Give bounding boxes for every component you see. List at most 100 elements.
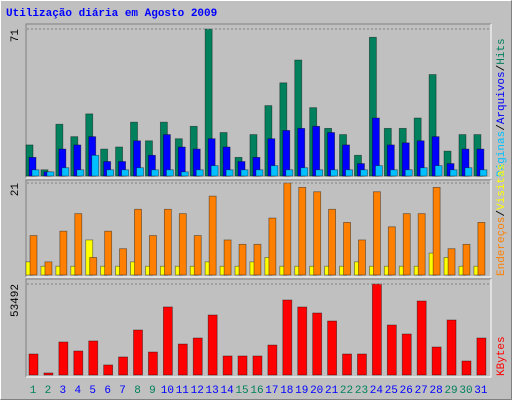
- bar: [31, 169, 40, 177]
- legend-text: Páginas/Arquivos/Hits: [496, 38, 508, 177]
- x-tick-label: 30: [459, 385, 472, 397]
- x-tick-label: 28: [430, 385, 443, 397]
- bar: [343, 222, 351, 276]
- bar: [387, 226, 396, 276]
- x-tick-label: 9: [149, 385, 156, 397]
- bar: [210, 165, 219, 177]
- bar: [119, 248, 127, 276]
- bar: [300, 167, 309, 177]
- x-tick-label: 6: [104, 385, 111, 397]
- bar: [118, 356, 128, 376]
- bar: [330, 169, 339, 177]
- bar: [253, 243, 262, 276]
- bar: [386, 324, 397, 376]
- bar: [371, 283, 382, 376]
- bar: [58, 341, 69, 376]
- x-tick-label: 21: [325, 385, 339, 397]
- bar: [149, 235, 157, 276]
- bar: [434, 165, 443, 177]
- legend-entry: KBytes: [496, 336, 508, 376]
- y-tick-label: 53492: [10, 284, 22, 317]
- x-tick-label: 26: [400, 385, 413, 397]
- bar: [312, 312, 323, 376]
- bar: [225, 169, 234, 177]
- x-tick-label: 29: [444, 385, 457, 397]
- bar: [479, 169, 488, 177]
- legend: Endereços/Visitas: [496, 164, 508, 276]
- x-tick-label: 11: [176, 385, 190, 397]
- bar: [449, 169, 458, 177]
- bar: [389, 169, 398, 177]
- plot-edge-dark: [25, 179, 491, 277]
- x-tick-label: 8: [134, 385, 141, 397]
- bar: [345, 169, 353, 177]
- bar: [121, 169, 129, 177]
- bar: [476, 337, 487, 376]
- x-tick-label: 18: [280, 385, 293, 397]
- bar: [88, 340, 99, 376]
- x-tick-label: 10: [161, 385, 174, 397]
- legend-entry: Endereços: [496, 217, 508, 276]
- bar: [195, 169, 204, 177]
- bar: [270, 165, 279, 177]
- x-tick-label: 23: [355, 385, 368, 397]
- plot-edge-light: [26, 24, 492, 179]
- x-tick-label: 19: [295, 385, 308, 397]
- bar: [106, 169, 115, 177]
- x-tick-label: 3: [60, 385, 67, 397]
- bar: [252, 355, 263, 376]
- legend-text: Endereços/Visitas: [496, 164, 508, 276]
- y-tick-label: 21: [10, 183, 22, 197]
- bar: [207, 314, 218, 376]
- legend-entry: Arquivos: [496, 71, 508, 124]
- bar: [432, 186, 441, 276]
- bar: [267, 344, 278, 376]
- bar: [315, 169, 324, 177]
- bar: [222, 355, 233, 376]
- x-tick-label: 20: [310, 385, 323, 397]
- bar: [313, 191, 322, 276]
- bar: [255, 169, 264, 177]
- bar: [180, 171, 189, 177]
- x-tick-label: 25: [385, 385, 398, 397]
- bar: [133, 329, 143, 376]
- x-tick-label: 24: [370, 385, 384, 397]
- bar: [357, 353, 367, 376]
- bar: [238, 243, 247, 276]
- x-tick-label: 16: [250, 385, 263, 397]
- plot-edge-dark: [25, 23, 491, 178]
- bar: [46, 171, 55, 177]
- bar: [282, 130, 291, 177]
- bar: [431, 346, 442, 376]
- legend-entry: Visitas: [496, 164, 508, 210]
- bar: [417, 213, 426, 276]
- x-tick-label: 7: [119, 385, 126, 397]
- bar: [134, 208, 142, 276]
- bar: [208, 195, 217, 276]
- x-tick-label: 5: [89, 385, 96, 397]
- legend-text: KBytes: [496, 336, 508, 376]
- bar: [59, 230, 68, 276]
- x-tick-label: 31: [474, 385, 488, 397]
- plot-edge-light: [26, 279, 492, 378]
- bar: [193, 235, 202, 276]
- bar: [91, 154, 100, 177]
- bar: [28, 353, 39, 376]
- bar: [76, 169, 85, 177]
- bar: [29, 235, 38, 276]
- bar: [223, 239, 232, 276]
- bar: [342, 353, 352, 376]
- x-tick-label: 4: [74, 385, 81, 397]
- bar: [372, 191, 381, 276]
- x-tick-label: 13: [206, 385, 219, 397]
- bar: [178, 213, 187, 276]
- bar: [103, 364, 114, 376]
- bar: [419, 167, 428, 177]
- x-tick-label: 2: [45, 385, 52, 397]
- bar: [404, 169, 413, 177]
- legend-separator: /: [496, 65, 508, 72]
- bar: [328, 208, 337, 276]
- bar: [44, 261, 53, 276]
